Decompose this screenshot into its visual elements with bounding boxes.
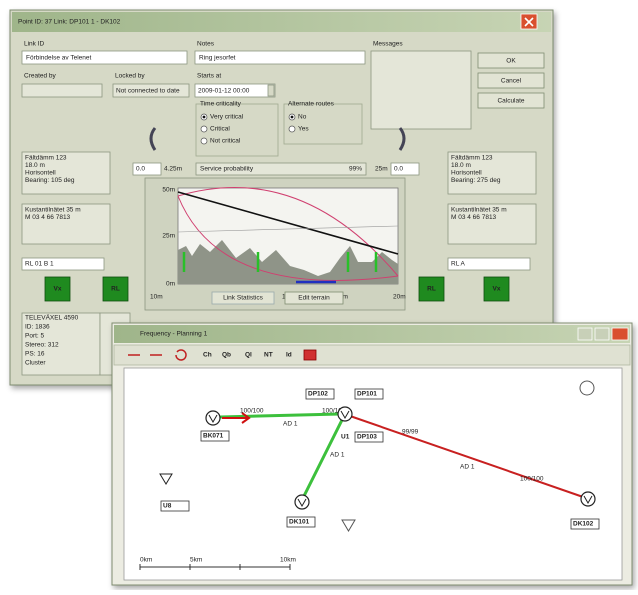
- radio-dot: [291, 116, 294, 119]
- input-text: Not connected to date: [116, 88, 180, 95]
- axis-label: 50m: [162, 187, 175, 194]
- list-text: PS: 16: [25, 351, 45, 358]
- list-text: TELEVÄXEL 4590: [25, 314, 79, 322]
- radio-button[interactable]: [201, 126, 207, 132]
- radio-label: Critical: [210, 126, 230, 133]
- info-text: 18.0 m: [25, 162, 45, 169]
- status-value: 99%: [349, 166, 362, 173]
- button-label: Link Statistics: [223, 295, 263, 302]
- info-text: Bearing: 275 deg: [451, 177, 501, 184]
- status-label: Service probability: [200, 166, 254, 173]
- node-label: U1: [341, 434, 350, 441]
- node-label: DP103: [357, 434, 377, 441]
- link-label: AD 1: [330, 452, 345, 459]
- info-text: Kustantilnätet 35 m: [451, 207, 507, 214]
- info-text: Kustantilnätet 35 m: [25, 207, 81, 214]
- radio-label: No: [298, 114, 307, 121]
- input-text: Förbindelse av Telenet: [26, 55, 91, 62]
- radio-label: Yes: [298, 126, 309, 133]
- link-label: 100/100: [520, 476, 544, 483]
- toolbar-item: NT: [264, 352, 273, 359]
- list-text: ID: 1836: [25, 324, 50, 331]
- link-label: 100/100: [240, 408, 264, 415]
- window-title: Frequency - Planning 1: [140, 331, 208, 338]
- node-label: DK101: [289, 519, 310, 526]
- link-label: AD 1: [283, 421, 298, 428]
- messages-box: [371, 51, 471, 129]
- list-text: Cluster: [25, 360, 46, 367]
- node-label: BK071: [203, 433, 224, 440]
- node-label: DK102: [573, 521, 594, 528]
- list-text: Port: 5: [25, 333, 45, 340]
- toolbar-item: Ch: [203, 352, 212, 359]
- button-label: Calculate: [497, 98, 524, 105]
- badge-text: RL: [111, 286, 120, 293]
- label: Link ID: [24, 41, 45, 48]
- scale-label: 0km: [140, 557, 152, 564]
- tool-icon[interactable]: [304, 350, 316, 360]
- axis-label: 20m: [393, 294, 406, 301]
- info-text: Horisontell: [451, 170, 482, 177]
- list-text: Stereo: 312: [25, 342, 59, 349]
- spin-text: 0.0: [394, 166, 403, 173]
- badge-text: Vx: [54, 286, 62, 293]
- toolbar-item: Id: [286, 352, 292, 359]
- button-label: Edit terrain: [298, 295, 330, 302]
- button-label: Cancel: [501, 78, 522, 85]
- info-text: M 03 4 66 7813: [25, 214, 71, 221]
- spin-text: 25m: [375, 166, 388, 173]
- group-label: Alternate routes: [288, 101, 335, 108]
- badge-text: RL: [427, 286, 436, 293]
- axis-label: 10m: [150, 294, 163, 301]
- node-label: DP102: [308, 391, 328, 398]
- info-text: Fältdämm 123: [451, 155, 493, 162]
- radio-button[interactable]: [201, 138, 207, 144]
- axis-label: 0m: [166, 281, 175, 288]
- input-text: Ring jesorfet: [199, 55, 236, 62]
- select-text: RL 01 B 1: [25, 261, 54, 268]
- spinner[interactable]: [268, 85, 274, 96]
- button-label: OK: [506, 58, 516, 65]
- link-label: AD 1: [460, 464, 475, 471]
- info-text: Horisontell: [25, 170, 56, 177]
- scale-label: 5km: [190, 557, 202, 564]
- label: Starts at: [197, 73, 221, 80]
- info-text: M 03 4 66 7813: [451, 214, 497, 221]
- dialog-title: Point ID: 37 Link: DP101 1 - DK102: [18, 19, 121, 26]
- label: Created by: [24, 73, 57, 80]
- toolbar-item: Ql: [245, 352, 252, 359]
- spin-text: 4.25m: [164, 166, 182, 173]
- input-text: 2009-01-12 00:00: [198, 88, 250, 95]
- node-label: DP101: [357, 391, 377, 398]
- select-text: RL A: [451, 261, 466, 268]
- info-text: 18.0 m: [451, 162, 471, 169]
- radio-button[interactable]: [289, 126, 295, 132]
- radio-label: Very critical: [210, 114, 244, 121]
- map-canvas: [124, 368, 622, 580]
- label: Notes: [197, 41, 215, 48]
- radio-dot: [203, 116, 206, 119]
- toolbar-item: Qb: [222, 352, 231, 359]
- toolbar: [114, 345, 630, 365]
- info-text: Bearing: 105 deg: [25, 177, 75, 184]
- scale-label: 10km: [280, 557, 296, 564]
- badge-text: Vx: [493, 286, 501, 293]
- spin-text: 0.0: [136, 166, 145, 173]
- maximize-button[interactable]: [595, 328, 609, 340]
- radio-label: Not critical: [210, 138, 241, 145]
- info-text: Fältdämm 123: [25, 155, 67, 162]
- screenshot: Point ID: 37 Link: DP101 1 - DK102 Link I…: [0, 0, 638, 590]
- node-label: U8: [163, 503, 172, 510]
- label: Locked by: [115, 73, 145, 80]
- minimize-button[interactable]: [578, 328, 592, 340]
- link-label: 99/99: [402, 429, 419, 436]
- group-label: Time criticality: [200, 101, 242, 108]
- text-input: [22, 84, 102, 97]
- close-button[interactable]: [612, 328, 628, 340]
- label: Messages: [373, 41, 403, 48]
- axis-label: 25m: [162, 233, 175, 240]
